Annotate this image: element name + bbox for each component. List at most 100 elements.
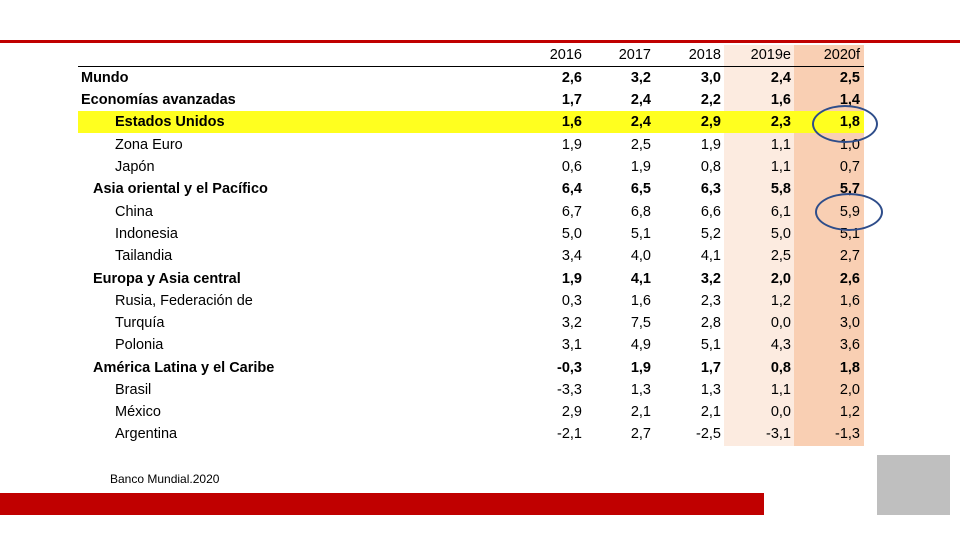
- cell-value: -0,3: [557, 360, 582, 376]
- row-label: Economías avanzadas: [81, 92, 236, 108]
- cell-value: 3,2: [700, 271, 721, 287]
- cell-value: 2,6: [561, 70, 582, 86]
- table-row: Economías avanzadas 1,7 2,4 2,2 1,6 1,4: [78, 89, 864, 111]
- row-label: Argentina: [115, 426, 178, 442]
- cell-value: -3,3: [557, 382, 582, 398]
- table-row: Polonia 3,1 4,9 5,1 4,3 3,6: [78, 334, 864, 356]
- row-label: Europa y Asia central: [93, 271, 241, 287]
- table-row: México 2,9 2,1 2,1 0,0 1,2: [78, 401, 864, 423]
- table-row: Turquía 3,2 7,5 2,8 0,0 3,0: [78, 312, 864, 334]
- cell-value: 3,6: [839, 337, 860, 353]
- table-row: América Latina y el Caribe -0,3 1,9 1,7 …: [78, 357, 864, 379]
- cell-value: 5,8: [770, 181, 791, 197]
- table-row: Mundo 2,6 3,2 3,0 2,4 2,5: [78, 67, 864, 89]
- row-label: Mundo: [81, 70, 129, 86]
- cell-value: 1,1: [770, 159, 791, 175]
- cell-value: 3,0: [700, 70, 721, 86]
- cell-value: 4,3: [770, 337, 791, 353]
- row-label: México: [115, 404, 161, 420]
- table-row: Europa y Asia central 1,9 4,1 3,2 2,0 2,…: [78, 268, 864, 290]
- row-label: Estados Unidos: [115, 114, 225, 130]
- cell-value: 2,3: [700, 293, 721, 309]
- cell-value: 2,1: [700, 404, 721, 420]
- cell-value: 1,9: [630, 360, 651, 376]
- cell-value: 4,1: [630, 271, 651, 287]
- cell-value: 1,9: [561, 271, 582, 287]
- cell-value: 1,3: [700, 382, 721, 398]
- cell-value: -2,5: [696, 426, 721, 442]
- row-label: Polonia: [115, 337, 164, 353]
- cell-value: 3,2: [630, 70, 651, 86]
- cell-value: 3,2: [561, 315, 582, 331]
- highlight-circle-china-2020f: [815, 193, 883, 231]
- cell-value: 2,8: [700, 315, 721, 331]
- cell-value: 0,0: [770, 315, 791, 331]
- table-row: Asia oriental y el Pacífico 6,4 6,5 6,3 …: [78, 178, 864, 200]
- cell-value: 2,4: [630, 114, 651, 130]
- cell-value: -2,1: [557, 426, 582, 442]
- cell-value: 2,2: [700, 92, 721, 108]
- cell-value: 2,3: [770, 114, 791, 130]
- cell-value: 4,1: [700, 248, 721, 264]
- cell-value: 6,3: [700, 181, 721, 197]
- cell-value: 2,6: [839, 271, 860, 287]
- row-label: Brasil: [115, 382, 152, 398]
- cell-value: 3,1: [561, 337, 582, 353]
- highlight-circle-estados-unidos-2020f: [812, 105, 878, 143]
- header-year: 2020f: [823, 47, 860, 63]
- cell-value: 2,7: [839, 248, 860, 264]
- header-year: 2018: [688, 47, 721, 63]
- row-label: Japón: [115, 159, 155, 175]
- cell-value: 2,5: [770, 248, 791, 264]
- cell-value: 1,8: [839, 360, 860, 376]
- cell-value: 0,6: [561, 159, 582, 175]
- cell-value: 3,0: [839, 315, 860, 331]
- cell-value: 1,4: [839, 92, 860, 108]
- table-row: Japón 0,6 1,9 0,8 1,1 0,7: [78, 156, 864, 178]
- cell-value: 5,1: [700, 337, 721, 353]
- cell-value: 2,1: [630, 404, 651, 420]
- cell-value: 6,1: [770, 204, 791, 220]
- cell-value: 1,1: [770, 382, 791, 398]
- cell-value: 6,8: [630, 204, 651, 220]
- top-red-rule: [0, 40, 960, 43]
- table-row: Indonesia 5,0 5,1 5,2 5,0 5,1: [78, 223, 864, 245]
- cell-value: 2,5: [630, 137, 651, 153]
- bottom-red-bar: [0, 493, 764, 515]
- header-year: 2019e: [750, 47, 791, 63]
- cell-value: 5,0: [770, 226, 791, 242]
- cell-value: 1,3: [630, 382, 651, 398]
- gray-corner-box: [877, 455, 950, 515]
- cell-value: 5,0: [561, 226, 582, 242]
- cell-value: 5,1: [630, 226, 651, 242]
- cell-value: 2,0: [839, 382, 860, 398]
- table-row: Argentina -2,1 2,7 -2,5 -3,1 -1,3: [78, 423, 864, 445]
- row-label: China: [115, 204, 153, 220]
- table-row: Estados Unidos 1,6 2,4 2,9 2,3 1,8: [78, 111, 864, 133]
- row-highlight-estados-unidos: [78, 111, 864, 133]
- cell-value: 2,9: [700, 114, 721, 130]
- header-year: 2017: [618, 47, 651, 63]
- cell-value: 0,0: [770, 404, 791, 420]
- table-row: Rusia, Federación de 0,3 1,6 2,3 1,2 1,6: [78, 290, 864, 312]
- cell-value: 4,9: [630, 337, 651, 353]
- row-label: América Latina y el Caribe: [93, 360, 275, 376]
- row-label: Indonesia: [115, 226, 178, 242]
- cell-value: 6,7: [561, 204, 582, 220]
- row-label: Tailandia: [115, 248, 173, 264]
- cell-value: 1,9: [630, 159, 651, 175]
- cell-value: 0,8: [700, 159, 721, 175]
- cell-value: -1,3: [835, 426, 860, 442]
- cell-value: 1,2: [839, 404, 860, 420]
- cell-value: 1,6: [561, 114, 582, 130]
- cell-value: 1,9: [700, 137, 721, 153]
- header-year: 2016: [549, 47, 582, 63]
- table-row: Brasil -3,3 1,3 1,3 1,1 2,0: [78, 379, 864, 401]
- cell-value: 1,1: [770, 137, 791, 153]
- cell-value: 2,0: [770, 271, 791, 287]
- cell-value: 1,2: [770, 293, 791, 309]
- table-row: Tailandia 3,4 4,0 4,1 2,5 2,7: [78, 245, 864, 267]
- cell-value: 0,3: [561, 293, 582, 309]
- cell-value: 5,2: [700, 226, 721, 242]
- cell-value: 2,4: [770, 70, 791, 86]
